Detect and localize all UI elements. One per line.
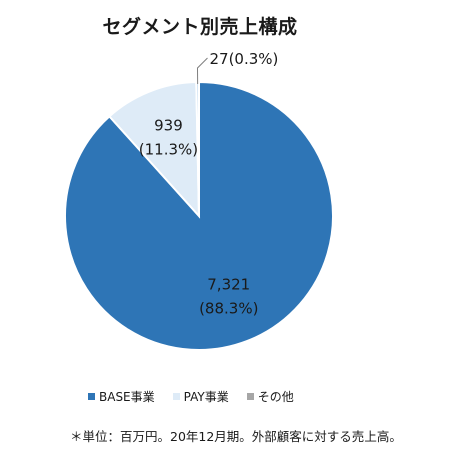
legend-swatch-other bbox=[246, 393, 254, 400]
legend: BASE事業 PAY事業 その他 bbox=[88, 388, 294, 405]
pie-slice-pay bbox=[107, 81, 201, 219]
legend-label-pay: PAY事業 bbox=[183, 390, 229, 404]
chart-title: セグメント別売上構成 bbox=[102, 16, 298, 38]
legend-label-base: BASE事業 bbox=[99, 390, 155, 404]
leader-line-other bbox=[196, 57, 208, 85]
footnote: ＊単位：百万円。20年12月期。外部顧客に対する売上高。 bbox=[70, 429, 402, 444]
legend-swatch-base bbox=[88, 393, 95, 400]
legend-item-pay: PAY事業 bbox=[172, 388, 229, 405]
legend-label-other: その他 bbox=[257, 390, 294, 404]
pie-chart: 7,321 (88.3%) 939 (11.3%) 27(0.3%) bbox=[64, 50, 334, 351]
legend-item-base: BASE事業 bbox=[88, 388, 155, 405]
data-label-base-value: 7,321 bbox=[207, 276, 250, 294]
legend-swatch-pay bbox=[172, 393, 180, 400]
data-label-pay-value: 939 bbox=[154, 117, 183, 135]
legend-item-other: その他 bbox=[246, 388, 294, 405]
data-label-base-percent: (88.3%) bbox=[199, 300, 258, 318]
data-label-pay-percent: (11.3%) bbox=[139, 141, 198, 159]
data-label-other: 27(0.3%) bbox=[209, 50, 278, 68]
